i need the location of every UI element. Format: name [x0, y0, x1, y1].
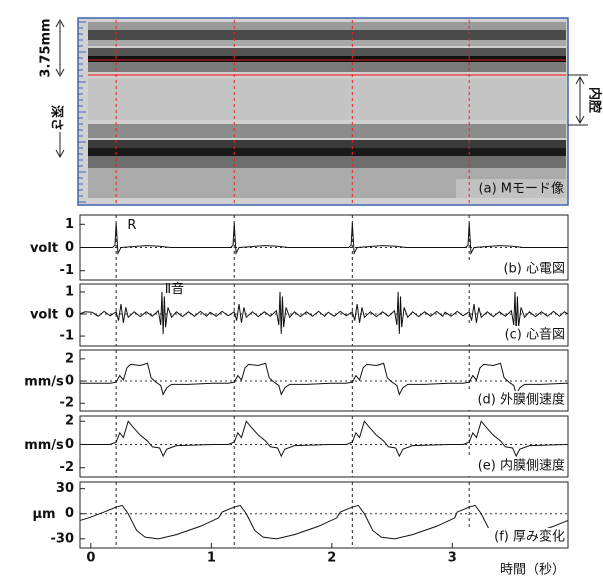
m-mode-band — [88, 124, 566, 138]
annotation: R — [127, 218, 136, 233]
y-tick-label: -30 — [51, 531, 75, 546]
y-tick-label: -2 — [60, 460, 74, 475]
figure: 3.75mm 深さ 内腔 (a) Mモード像 時間（秒） -1 0 1 volt R (b… — [0, 0, 603, 579]
m-mode-band — [88, 22, 566, 30]
depth-label: 深さ — [49, 105, 65, 131]
y-tick-label: 0 — [65, 240, 74, 255]
y-tick-label: 0 — [65, 307, 74, 322]
y-axis-label: mm/s — [24, 375, 64, 390]
panel-label: (c) 心音図 — [505, 327, 565, 343]
x-tick-label: 2 — [327, 551, 336, 566]
y-tick-label: 0 — [65, 506, 74, 521]
x-tick-label: 1 — [207, 551, 216, 566]
x-axis-label: 時間（秒） — [500, 563, 565, 578]
m-mode-band — [88, 140, 566, 148]
m-mode-band — [88, 148, 566, 156]
y-tick-label: 30 — [56, 481, 74, 496]
y-axis-label: volt — [30, 308, 58, 323]
y-tick-label: -1 — [60, 263, 74, 278]
m-mode-band — [88, 30, 566, 40]
y-axis-label: μm — [32, 507, 55, 522]
panel-label: (e) 内膜側速度 — [478, 458, 565, 474]
y-tick-label: -1 — [60, 329, 74, 344]
panel-label: (d) 外膜側速度 — [477, 392, 565, 408]
panel-label: (f) 厚み変化 — [494, 529, 565, 545]
y-axis-label: volt — [30, 241, 58, 256]
panel-label: (a) Mモード像 — [479, 182, 564, 197]
m-mode-band — [88, 40, 566, 46]
signal-line — [80, 421, 568, 456]
y-tick-label: 1 — [65, 217, 74, 232]
m-mode-image: 3.75mm 深さ 内腔 (a) Mモード像 — [39, 18, 603, 205]
panel-label: (b) 心電図 — [503, 262, 565, 277]
signal-line — [80, 223, 568, 253]
annotation: Ⅱ音 — [165, 281, 184, 297]
signal-line — [80, 363, 568, 394]
x-tick-label: 0 — [86, 551, 95, 566]
y-tick-label: -2 — [60, 396, 74, 411]
y-tick-label: 1 — [65, 284, 74, 299]
lumen-label: 内腔 — [587, 87, 603, 113]
y-axis-label: mm/s — [24, 438, 64, 453]
m-mode-band — [88, 56, 566, 62]
scale-label: 3.75mm — [39, 18, 54, 77]
y-tick-label: 2 — [65, 414, 74, 429]
m-mode-band — [88, 156, 566, 168]
m-mode-band — [88, 62, 566, 72]
x-tick-label: 3 — [448, 551, 457, 566]
m-mode-band — [88, 78, 566, 120]
m-mode-band — [88, 48, 566, 56]
y-tick-label: 0 — [65, 437, 74, 452]
y-tick-label: 0 — [65, 374, 74, 389]
y-tick-label: 2 — [65, 351, 74, 366]
